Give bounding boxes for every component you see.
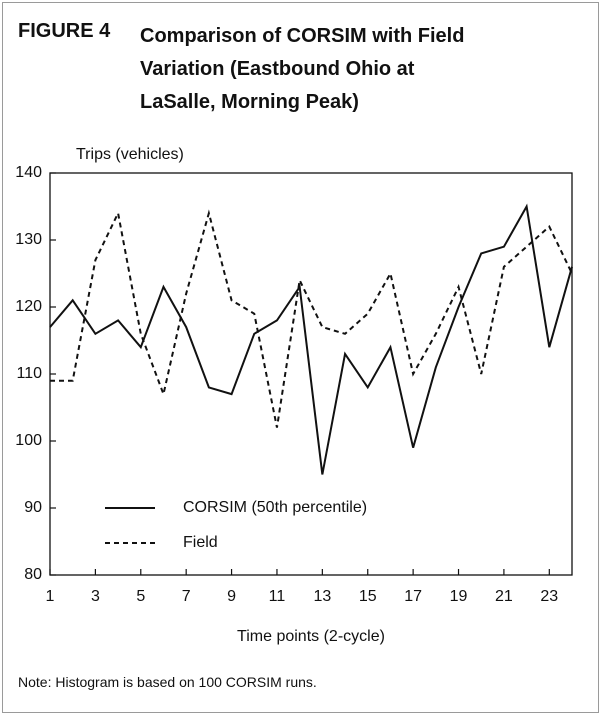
y-tick-label: 90 (24, 499, 42, 516)
x-tick-label: 21 (495, 588, 513, 605)
x-tick-label: 5 (136, 588, 145, 605)
y-tick-label: 130 (15, 231, 42, 248)
x-axis-label: Time points (2-cycle) (237, 628, 385, 645)
x-tick-label: 13 (313, 588, 331, 605)
series-line (49, 203, 573, 475)
x-tick-label: 7 (182, 588, 191, 605)
legend-label: Field (183, 534, 218, 551)
x-tick-label: 3 (91, 588, 100, 605)
x-tick-label: 17 (404, 588, 422, 605)
y-tick-label: 140 (15, 164, 42, 181)
figure-label: FIGURE 4 (18, 20, 111, 42)
y-tick-label: 80 (24, 566, 42, 583)
y-tick-label: 100 (15, 432, 42, 449)
note: Note: Histogram is based on 100 CORSIM r… (18, 674, 317, 690)
x-tick-label: 9 (227, 588, 236, 605)
y-axis-label: Trips (vehicles) (76, 146, 184, 163)
legend-label: CORSIM (50th percentile) (183, 499, 367, 516)
x-tick-label: 1 (46, 588, 55, 605)
x-tick-label: 15 (359, 588, 377, 605)
x-tick-label: 23 (540, 588, 558, 605)
y-tick-label: 120 (15, 298, 42, 315)
series-line (50, 209, 573, 428)
chart-title: Comparison of CORSIM with Field Variatio… (140, 25, 465, 113)
y-tick-label: 110 (16, 365, 42, 382)
x-tick-label: 11 (269, 588, 286, 605)
x-tick-label: 19 (450, 588, 468, 605)
